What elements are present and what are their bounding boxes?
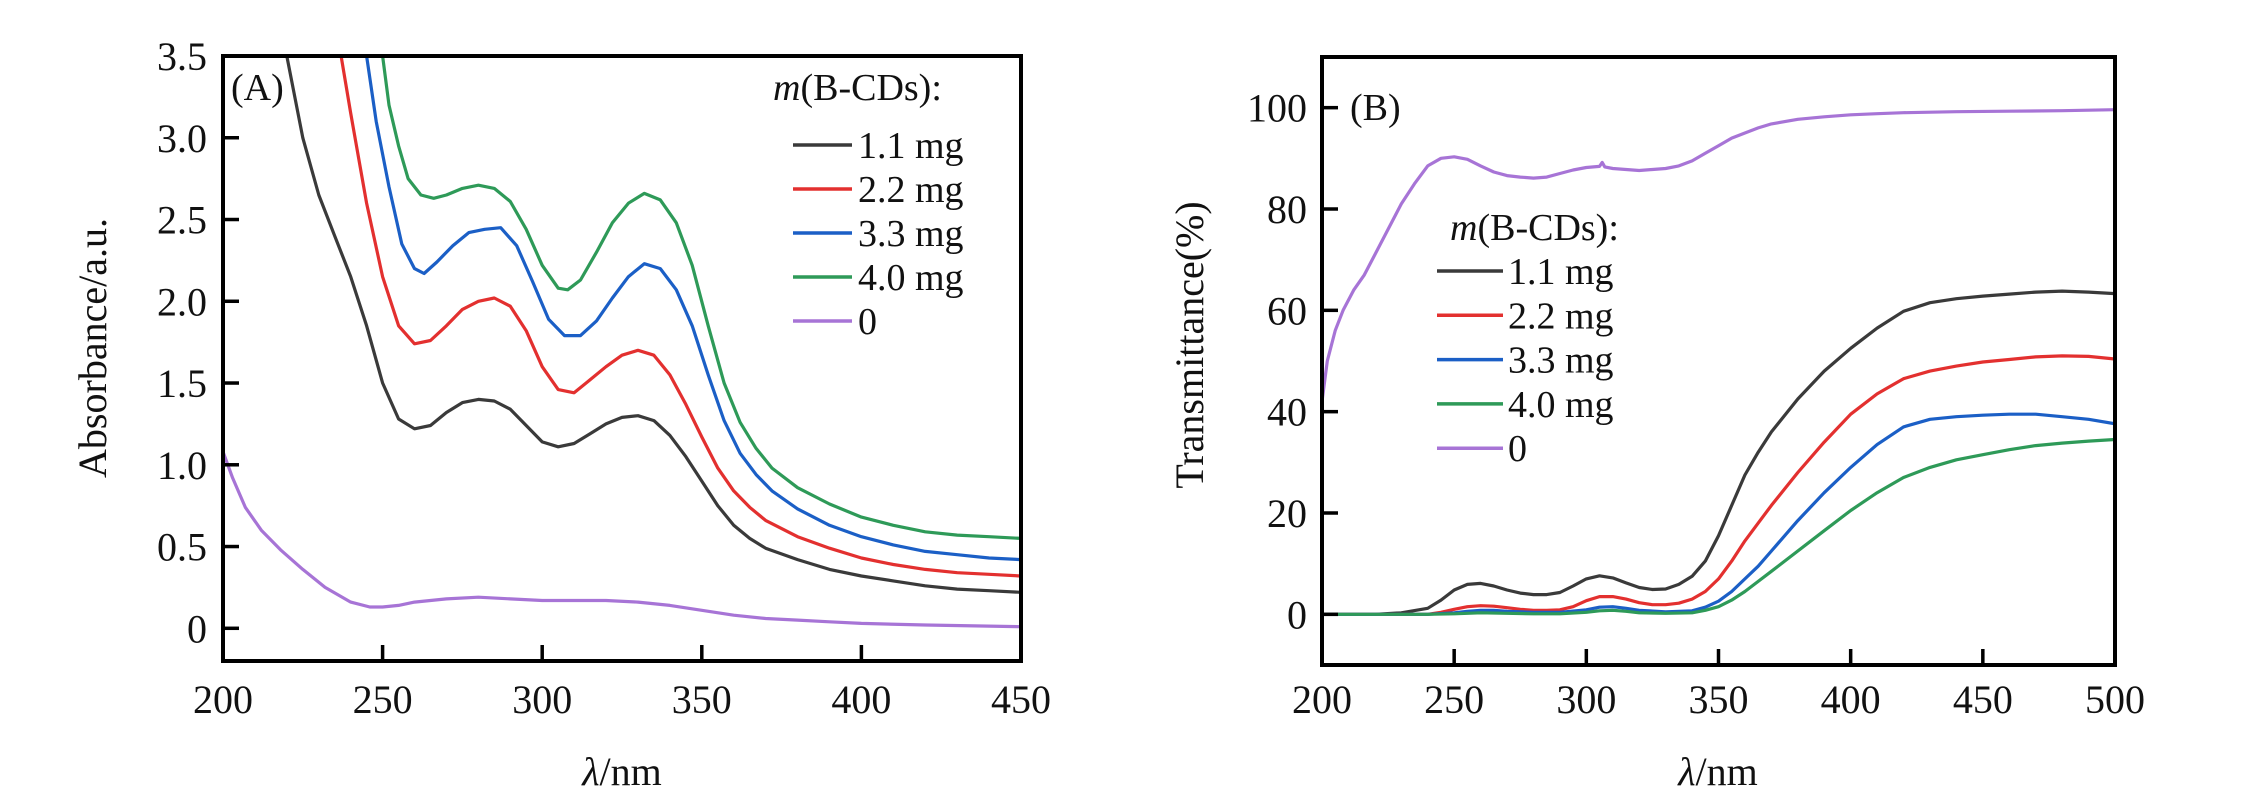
panel-a-x-tick-label: 400 — [831, 677, 891, 722]
panel-a-y-tick-label: 3.5 — [157, 34, 207, 79]
panel-a-x-tick-label: 250 — [353, 677, 413, 722]
panel-b-y-axis-label: Transmittance(%) — [1167, 201, 1212, 488]
panel-a-legend-label: 4.0 mg — [858, 257, 964, 299]
panel-b-x-tick-label: 400 — [1821, 677, 1881, 722]
panel-b-series-0 — [1322, 108, 2115, 404]
panel-a-label: (A) — [231, 67, 284, 109]
panel-b-series-4-0-mg — [1322, 437, 2115, 616]
panel-a-series-1-1-mg — [285, 56, 1021, 594]
panel-b-legend-entry: 1.1 mg — [1437, 251, 1614, 293]
panel-a-ticks: 200 250 300 350 400 450 0 0.5 1.0 1.5 2.0 2.5 3.0 3.5 — [157, 34, 1051, 722]
panel-b-legend-label: 0 — [1508, 428, 1527, 470]
panel-b-y-tick-label: 40 — [1267, 390, 1307, 435]
panel-b-x-axis-unit: /nm — [1696, 749, 1758, 794]
panel-a-y-axis-label: Absorbance/a.u. — [70, 218, 115, 478]
panel-b-legend-label: 4.0 mg — [1508, 384, 1614, 426]
panel-b-legend-label: 1.1 mg — [1508, 251, 1614, 293]
panel-b-legend: m(B-CDs): 1.1 mg2.2 mg3.3 mg4.0 mg0 — [1437, 207, 1619, 470]
panel-b-legend-entry: 3.3 mg — [1437, 340, 1614, 382]
panel-a-y-tick-label: 3.0 — [157, 116, 207, 161]
panel-a-y-tick-label: 1.0 — [157, 443, 207, 488]
panel-b-label: (B) — [1350, 87, 1401, 129]
panel-a-legend-entry: 2.2 mg — [793, 169, 964, 211]
panel-a-legend-label: 2.2 mg — [858, 169, 964, 211]
panel-a-legend-entry: 4.0 mg — [793, 257, 964, 299]
panel-b-y-tick-label: 20 — [1267, 491, 1307, 536]
panel-b-legend-label: 3.3 mg — [1508, 340, 1614, 382]
panel-a-y-tick-label: 0.5 — [157, 525, 207, 570]
panel-b-x-tick-label: 350 — [1689, 677, 1749, 722]
panel-b-x-tick-label: 450 — [1953, 677, 2013, 722]
panel-a-x-tick-label: 450 — [991, 677, 1051, 722]
panel-b-x-tick-label: 500 — [2085, 677, 2145, 722]
panel-a-y-tick-label: 0 — [187, 606, 207, 651]
panel-a-x-tick-label: 200 — [193, 677, 253, 722]
panel-b-legend-entry: 2.2 mg — [1437, 295, 1614, 337]
panel-a-x-axis-var: λ — [581, 749, 599, 794]
panel-b-y-tick-label: 100 — [1247, 86, 1307, 131]
panel-a-x-tick-label: 300 — [512, 677, 572, 722]
panel-a-series-3-3-mg — [365, 56, 1021, 562]
panel-b-x-axis-label: λ/nm — [1677, 749, 1758, 794]
panel-b-series-2-2-mg — [1322, 354, 2115, 616]
panel-b-series-layer — [1322, 108, 2115, 616]
panel-a-legend-entry: 0 — [793, 301, 877, 343]
panel-a-legend-label: 0 — [858, 301, 877, 343]
panel-b-x-tick-label: 300 — [1556, 677, 1616, 722]
panel-a-legend-title: m(B-CDs): — [773, 67, 942, 109]
panel-b-legend-title-rest: (B-CDs): — [1477, 207, 1618, 249]
panel-a-legend: m(B-CDs): 1.1 mg2.2 mg3.3 mg4.0 mg0 — [773, 67, 964, 343]
panel-a-legend-title-rest: (B-CDs): — [800, 67, 941, 109]
panel-b-x-tick-label: 200 — [1292, 677, 1352, 722]
panel-b-legend-title-var: m — [1450, 207, 1477, 249]
panel-a-y-tick-label: 2.0 — [157, 279, 207, 324]
panel-a-series-0 — [223, 450, 1021, 629]
panel-b-x-tick-label: 250 — [1424, 677, 1484, 722]
panel-a-legend-entry: 1.1 mg — [793, 125, 964, 167]
panel-b-legend-entry: 0 — [1437, 428, 1527, 470]
panel-a-x-axis-unit: /nm — [600, 749, 662, 794]
panel-a-legend-title-var: m — [773, 67, 800, 109]
panel-b-transmittance-chart: 200 250 300 350 400 450 500 0 20 40 60 80 100 (B) λ/… — [1167, 55, 2145, 794]
panel-a-x-tick-label: 350 — [672, 677, 732, 722]
panel-a-legend-label: 3.3 mg — [858, 213, 964, 255]
panel-b-y-tick-label: 80 — [1267, 187, 1307, 232]
panel-b-series-1-1-mg — [1322, 289, 2115, 616]
panel-a-legend-label: 1.1 mg — [858, 125, 964, 167]
panel-a-series-4-0-mg — [381, 56, 1021, 540]
panel-a-series-2-2-mg — [339, 56, 1021, 578]
panel-b-legend-label: 2.2 mg — [1508, 295, 1614, 337]
panel-b-legend-title: m(B-CDs): — [1450, 207, 1619, 249]
panel-b-series-3-3-mg — [1322, 412, 2115, 616]
panel-a-y-tick-label: 1.5 — [157, 361, 207, 406]
panel-b-y-tick-label: 0 — [1287, 592, 1307, 637]
panel-b-ticks: 200 250 300 350 400 450 500 0 20 40 60 80 100 — [1247, 86, 2145, 722]
panel-a-plot-frame — [221, 54, 1023, 663]
panel-a-y-tick-label: 2.5 — [157, 198, 207, 243]
panel-b-legend-entry: 4.0 mg — [1437, 384, 1614, 426]
panel-b-x-axis-var: λ — [1677, 749, 1695, 794]
panel-a-absorbance-chart: 200 250 300 350 400 450 0 0.5 1.0 1.5 2.0 2.5 3.0 3.5… — [70, 34, 1051, 794]
panel-a-x-axis-label: λ/nm — [581, 749, 662, 794]
panel-b-y-tick-label: 60 — [1267, 288, 1307, 333]
panel-a-legend-entry: 3.3 mg — [793, 213, 964, 255]
panel-a-series-layer — [223, 56, 1021, 629]
